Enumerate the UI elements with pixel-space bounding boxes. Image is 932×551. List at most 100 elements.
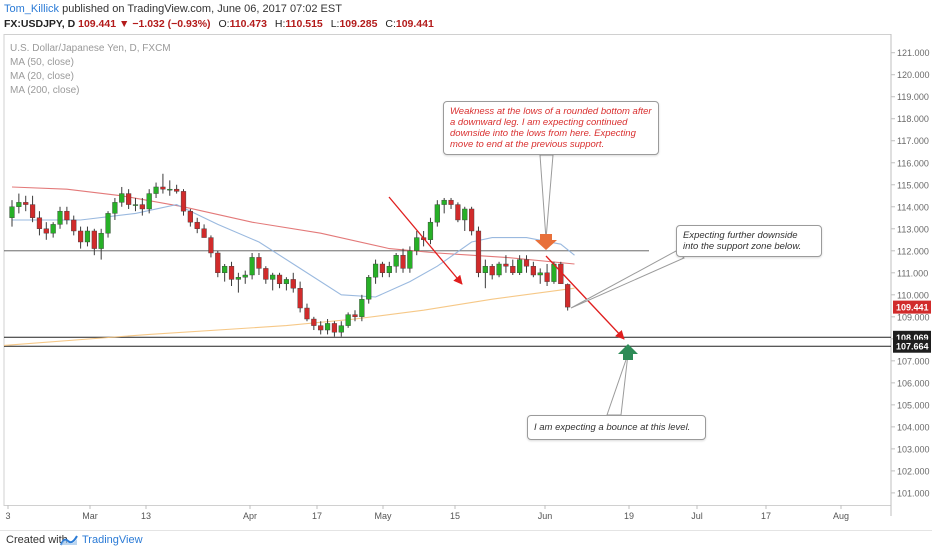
ma20-line (12, 204, 575, 298)
candle-up (345, 314, 351, 326)
y-tick-label: 116.000 (897, 158, 929, 168)
candle-down (36, 217, 43, 229)
price-badge-label: 109.441 (896, 303, 929, 313)
y-tick-label: 105.000 (897, 400, 930, 410)
candle-down (126, 193, 132, 205)
candle-down (256, 257, 262, 269)
candle-up (338, 325, 344, 333)
candle-down (160, 186, 166, 190)
down-arrow-2 (545, 255, 625, 340)
y-tick-label: 117.000 (897, 136, 929, 146)
x-tick-label: Aug (833, 511, 849, 521)
legend-ma50[interactable]: MA (50, close) (10, 57, 74, 68)
x-tick-label: 3 (5, 511, 10, 521)
created-with-label: Created with (6, 534, 68, 546)
price-axis-bg (891, 34, 932, 530)
candle-up (132, 204, 139, 206)
y-tick-label: 119.000 (897, 92, 929, 102)
candle-down (318, 325, 324, 331)
candle-up (324, 323, 331, 331)
callout-pointer-2 (570, 250, 685, 309)
candle-up (235, 277, 241, 280)
candle-down (228, 265, 235, 280)
price-badge-label: 108.069 (896, 333, 929, 343)
x-tick-label: 17 (761, 511, 771, 521)
low-label: L: (330, 18, 340, 30)
candle-up (50, 224, 56, 234)
candle-up (496, 263, 502, 276)
candle-down (400, 254, 406, 269)
legend-ma20[interactable]: MA (20, close) (10, 71, 74, 82)
candle-down (489, 265, 495, 276)
x-tick-label: 17 (312, 511, 322, 521)
y-tick-label: 118.000 (897, 114, 929, 124)
candle-down (139, 204, 145, 210)
down-arrow-1 (388, 196, 463, 285)
y-tick-label: 109.000 (897, 312, 930, 322)
y-tick-label: 114.000 (897, 202, 929, 212)
legend-ma200[interactable]: MA (200, close) (10, 85, 80, 96)
candle-down (290, 279, 296, 289)
candle-up (84, 230, 91, 243)
candle-down (455, 204, 461, 221)
candle-down (91, 230, 97, 249)
x-tick-label: Jul (691, 511, 703, 521)
candle-down (544, 272, 550, 282)
candle-down (276, 274, 283, 285)
y-tick-label: 107.000 (897, 356, 930, 366)
x-tick-label: Apr (243, 511, 257, 521)
candle-down (64, 210, 70, 221)
candle-up (462, 208, 468, 221)
candle-up (119, 193, 125, 203)
candle-up (153, 186, 159, 194)
publish-line: Tom_Killick published on TradingView.com… (4, 2, 342, 16)
candle-down (530, 265, 536, 276)
x-tick-label: Mar (82, 511, 98, 521)
candle-down (180, 191, 187, 212)
high-value: 110.515 (285, 18, 323, 30)
price-chart[interactable]: 121.000 120.000 119.000 118.000 117.000 116.0… (0, 34, 932, 530)
tradingview-logo-icon (60, 535, 78, 546)
author-link[interactable]: Tom_Killick (4, 3, 60, 15)
ma50-line (11, 186, 575, 265)
x-tick-label: Jun (538, 511, 553, 521)
annotation-note-weakness[interactable]: Weakness at the lows of a rounded bottom… (443, 101, 659, 155)
candle-down (174, 188, 180, 192)
candle-down (565, 284, 571, 308)
y-tick-label: 111.000 (897, 268, 928, 278)
price-badge (893, 300, 931, 314)
candle-up (222, 265, 228, 274)
down-marker-icon (535, 234, 557, 250)
candle-down (77, 230, 84, 243)
candle-down (311, 318, 317, 326)
candle-up (105, 213, 111, 234)
candle-down (331, 323, 338, 333)
publish-info: published on TradingView.com, June 06, 2… (62, 3, 342, 15)
annotation-note-bounce[interactable]: I am expecting a bounce at this level. (527, 415, 706, 440)
candle-up (427, 221, 434, 240)
up-marker-icon (618, 344, 638, 360)
candle-up (57, 210, 63, 225)
tradingview-link[interactable]: TradingView (82, 534, 143, 546)
candle-up (441, 199, 447, 205)
y-tick-label: 102.000 (897, 466, 930, 476)
candle-up (414, 237, 420, 251)
candle-up (537, 272, 543, 276)
candle-up (366, 277, 372, 300)
candle-up (16, 202, 22, 207)
change-arrow-icon: ▼ (119, 18, 130, 30)
x-tick-label: May (374, 511, 392, 521)
y-tick-label: 115.000 (897, 180, 929, 190)
candle-down (194, 221, 200, 229)
annotation-note-downside[interactable]: Expecting further downside into the supp… (676, 225, 822, 257)
candle-down (29, 204, 36, 218)
callout-pointer-3 (606, 353, 629, 416)
candle-up (98, 232, 104, 249)
candle-up (249, 257, 255, 276)
candle-up (146, 193, 152, 210)
candle-up (517, 259, 523, 274)
candle-down (263, 268, 269, 280)
candle-down (475, 230, 482, 274)
chart-legend: U.S. Dollar/Japanese Yen, D, FXCM MA (50… (10, 42, 171, 98)
y-tick-label: 101.000 (897, 488, 930, 498)
